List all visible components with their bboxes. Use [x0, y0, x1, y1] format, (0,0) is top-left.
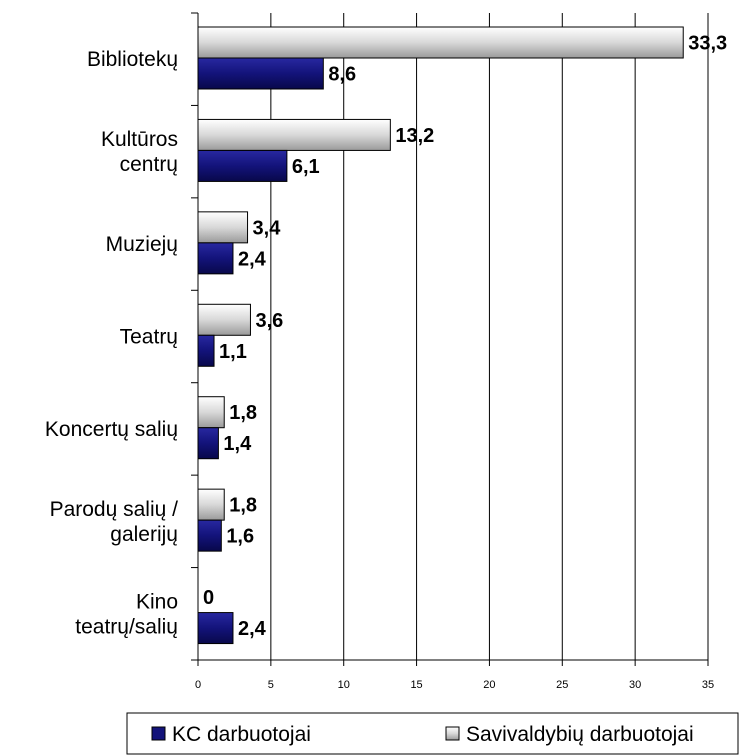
bar-kc — [197, 149, 288, 182]
x-tick-label: 20 — [483, 679, 495, 691]
bar-kc — [197, 612, 234, 645]
category-label: Bibliotekų — [87, 48, 178, 71]
category-label-line: Kultūros — [101, 128, 178, 151]
data-label-savivaldybiu: 13,2 — [395, 125, 434, 147]
x-tick-label: 5 — [268, 679, 274, 691]
data-label-kc: 1,6 — [226, 526, 254, 548]
bar-savivaldybiu — [197, 118, 391, 151]
category-label: Muziejų — [106, 233, 178, 256]
data-label-savivaldybiu: 3,4 — [253, 217, 282, 239]
data-labels: 33,3 8,6 13,2 6,1 3,4 2,4 3,6 1,1 1,8 1,4 1,8 1,6 0 2… — [203, 33, 727, 641]
legend: KC darbuotojai Savivaldybių darbuotojai — [126, 712, 739, 755]
x-tick-label: 0 — [195, 679, 201, 691]
bar-savivaldybiu — [197, 396, 225, 429]
category-labels: Bibliotekų Kultūros centrų Muziejų Teatrų Kon… — [45, 48, 178, 638]
data-label-savivaldybiu: 0 — [203, 587, 214, 609]
x-tick-label: 15 — [410, 679, 422, 691]
x-tick-label: 35 — [702, 679, 714, 691]
data-label-savivaldybiu: 1,8 — [229, 402, 257, 424]
category-label: Teatrų — [120, 326, 178, 349]
data-label-savivaldybiu: 3,6 — [255, 310, 283, 332]
data-label-kc: 1,4 — [223, 433, 252, 455]
legend-label-kc: KC darbuotojai — [172, 723, 311, 746]
bars — [197, 26, 684, 645]
data-label-kc: 1,1 — [219, 341, 247, 363]
x-tick-labels: 0 5 10 15 20 25 30 35 — [195, 679, 714, 691]
data-label-kc: 6,1 — [292, 156, 320, 178]
data-label-savivaldybiu: 1,8 — [229, 495, 257, 517]
category-label-line: centrų — [120, 153, 178, 176]
category-label-line: Teatrų — [120, 326, 178, 349]
bar-kc — [197, 427, 219, 460]
data-label-kc: 2,4 — [238, 618, 267, 640]
legend-swatch-kc — [151, 726, 166, 741]
category-label: Koncertų salių — [45, 418, 178, 441]
x-tick-label: 10 — [338, 679, 350, 691]
bar-kc — [197, 57, 324, 90]
category-label-line: Bibliotekų — [87, 48, 178, 71]
category-label-line: Koncertų salių — [45, 418, 178, 441]
x-tick-label: 25 — [556, 679, 568, 691]
category-label: Parodų salių / galerijų — [50, 498, 179, 546]
bar-kc — [197, 519, 222, 552]
axes — [191, 12, 709, 666]
gridlines — [270, 13, 709, 660]
category-label-line: teatrų/salių — [75, 615, 178, 638]
category-label: Kino teatrų/salių — [75, 590, 178, 638]
data-label-kc: 2,4 — [238, 248, 267, 270]
data-label-kc: 8,6 — [328, 64, 356, 86]
bar-savivaldybiu — [197, 211, 249, 244]
x-tick-label: 30 — [629, 679, 641, 691]
category-label-line: Kino — [136, 590, 178, 613]
category-label-line: galerijų — [110, 523, 178, 546]
bar-savivaldybiu — [197, 303, 251, 336]
data-label-savivaldybiu: 33,3 — [688, 33, 727, 55]
legend-box — [126, 712, 739, 755]
legend-swatch-savivaldybiu — [445, 726, 460, 741]
bar-kc — [197, 334, 215, 367]
category-label-line: Parodų salių / — [50, 498, 179, 521]
bar-kc — [197, 242, 234, 275]
bar-savivaldybiu — [197, 488, 225, 521]
category-label-line: Muziejų — [106, 233, 178, 256]
bar-savivaldybiu — [197, 26, 684, 59]
legend-label-savivaldybiu: Savivaldybių darbuotojai — [466, 723, 694, 746]
category-label: Kultūros centrų — [101, 128, 178, 176]
